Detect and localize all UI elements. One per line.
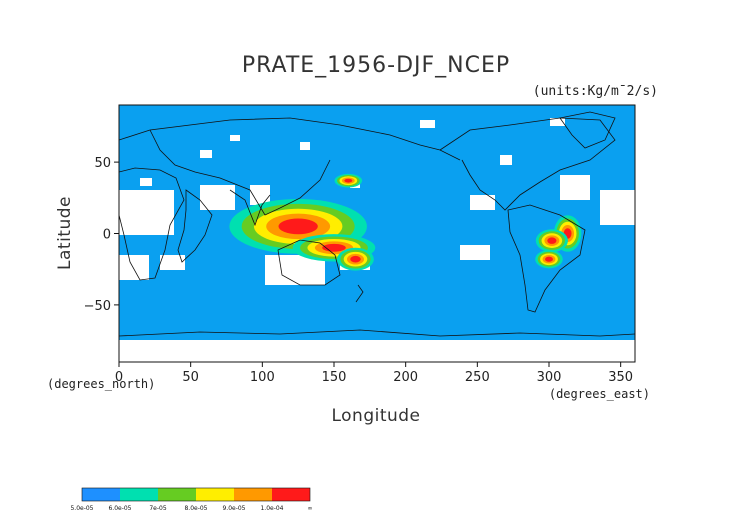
missing-block: [230, 135, 240, 141]
missing-block: [119, 190, 174, 235]
precip-region-level-5: [547, 237, 557, 244]
missing-block: [420, 120, 435, 128]
x-tick-label: 200: [393, 370, 418, 385]
y-axis-ticks: −50 0 50: [84, 156, 119, 314]
x-axis-ticks: 0 50 100 150 200 250 300 350: [115, 362, 633, 385]
colorbar: 5.0e-05 6.0e-05 7e-05 8.0e-05 9.0e-05 1.0e-04…: [70, 487, 313, 512]
x-unit-label: (degrees_east): [549, 387, 650, 401]
colorbar-label: 6.0e-05: [108, 505, 131, 512]
missing-block: [300, 142, 310, 150]
units-label: (units:Kg/m¯2/s): [533, 84, 658, 99]
colorbar-swatch: [272, 488, 310, 501]
x-tick-label: 250: [465, 370, 490, 385]
precip-region-level-5: [278, 218, 318, 235]
x-tick-label: 350: [608, 370, 633, 385]
colorbar-label: ∞: [308, 505, 313, 512]
colorbar-swatch: [234, 488, 272, 501]
colorbar-label: 5.0e-05: [70, 505, 93, 512]
y-tick-label: 0: [103, 228, 111, 243]
missing-block: [560, 175, 590, 200]
y-axis-label: Latitude: [55, 196, 75, 270]
colorbar-label: 1.0e-04: [260, 505, 283, 512]
colorbar-swatch: [120, 488, 158, 501]
missing-block: [265, 255, 325, 285]
colorbar-swatch: [158, 488, 196, 501]
precip-region-level-5: [350, 255, 361, 263]
missing-block: [600, 190, 635, 225]
missing-block: [500, 155, 512, 165]
colorbar-label: 8.0e-05: [184, 505, 207, 512]
missing-block: [460, 245, 490, 260]
missing-block: [470, 195, 495, 210]
precip-region-level-5: [545, 256, 553, 262]
colorbar-frame: [81, 487, 311, 502]
precip-region-level-5: [344, 178, 353, 183]
missing-block: [550, 118, 565, 126]
x-tick-label: 0: [115, 370, 123, 385]
x-tick-label: 100: [250, 370, 275, 385]
missing-block: [200, 185, 235, 210]
colorbar-swatch: [196, 488, 234, 501]
x-tick-label: 300: [537, 370, 562, 385]
colorbar-label: 9.0e-05: [222, 505, 245, 512]
missing-block: [140, 178, 152, 186]
missing-block: [200, 150, 212, 158]
chart-title: PRATE_1956-DJF_NCEP: [242, 53, 510, 78]
missing-data-blocks: [119, 118, 635, 362]
plot-area: [119, 105, 635, 362]
missing-block: [119, 340, 635, 362]
y-tick-label: 50: [94, 156, 111, 171]
x-tick-label: 150: [322, 370, 347, 385]
colorbar-swatch: [82, 488, 120, 501]
y-unit-label: (degrees_north): [47, 377, 155, 391]
missing-block: [160, 255, 185, 270]
coastlines: [119, 111, 635, 337]
precipitation-regions: [229, 173, 582, 271]
missing-block: [250, 185, 270, 205]
colorbar-label: 7e-05: [149, 505, 166, 512]
missing-block: [119, 255, 149, 280]
x-axis-label: Longitude: [331, 406, 420, 426]
x-tick-label: 50: [182, 370, 199, 385]
y-tick-label: −50: [84, 299, 111, 314]
